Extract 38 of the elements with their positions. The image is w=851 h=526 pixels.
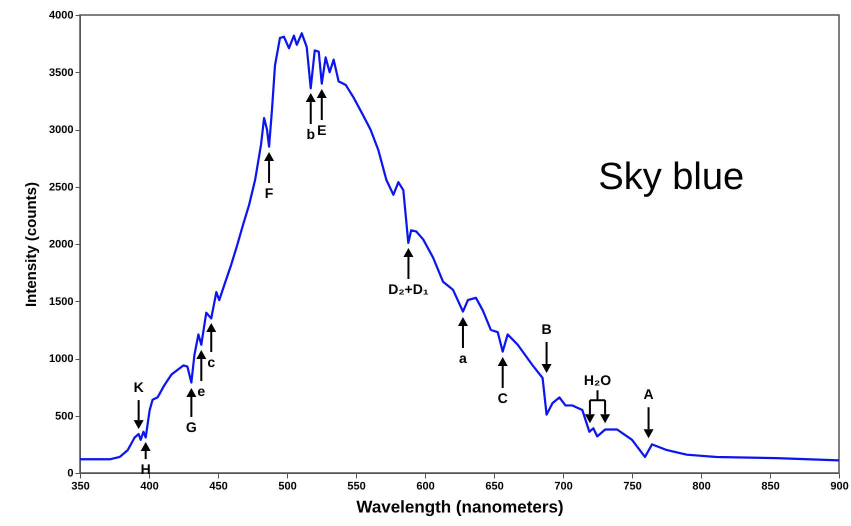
line-series <box>80 32 839 462</box>
x-tick-label: 900 <box>830 480 849 492</box>
x-tick-label: 850 <box>761 480 780 492</box>
y-tick-label: 1500 <box>49 296 74 308</box>
annotation: G <box>186 419 197 436</box>
x-tick-label: 550 <box>347 480 366 492</box>
y-axis-title: Intensity (counts) <box>23 182 40 308</box>
y-tick-label: 2000 <box>49 238 74 250</box>
x-tick-label: 650 <box>485 480 504 492</box>
y-tick-label: 500 <box>55 410 74 422</box>
annotation: c <box>207 354 216 370</box>
annotation: F <box>264 185 274 202</box>
annotation: b <box>306 126 316 142</box>
y-tick-label: 0 <box>67 468 74 480</box>
annotation: a <box>459 350 468 366</box>
annotation: Sky blue <box>598 156 744 198</box>
annotation: E <box>317 122 326 138</box>
annotation: H₂O <box>584 372 612 388</box>
x-axis-title: Wavelength (nanometers) <box>356 498 564 516</box>
x-tick-label: 350 <box>71 480 90 492</box>
x-tick-label: 800 <box>692 480 711 492</box>
annotation: K <box>134 379 144 396</box>
annotation: e <box>197 382 206 399</box>
x-tick-label: 600 <box>416 480 435 492</box>
x-tick-label: 400 <box>140 480 159 492</box>
annotation: B <box>542 320 552 337</box>
x-tick-label: 450 <box>209 480 228 492</box>
y-tick-label: 3000 <box>49 124 74 136</box>
y-tick-label: 1000 <box>49 353 74 365</box>
annotation: D₂+D₁ <box>388 280 429 297</box>
annotation: A <box>643 386 654 402</box>
annotation: C <box>498 390 508 406</box>
y-tick-label: 4000 <box>49 10 74 22</box>
x-tick-label: 750 <box>623 480 642 492</box>
x-tick-label: 500 <box>278 480 297 492</box>
y-tick-label: 2500 <box>49 181 74 194</box>
y-tick-label: 3500 <box>49 66 74 79</box>
x-tick-label: 700 <box>554 480 573 492</box>
